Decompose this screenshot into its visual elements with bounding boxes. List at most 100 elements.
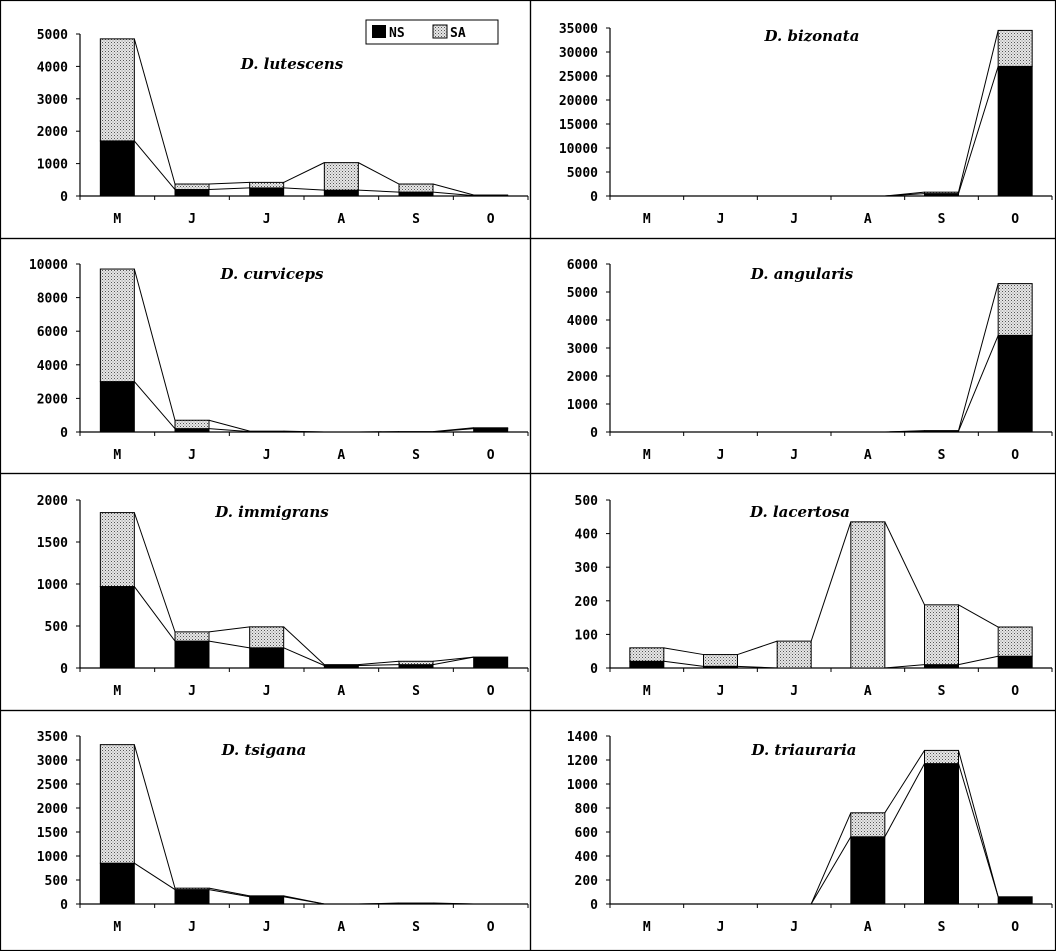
y-tick-label: 2000 xyxy=(567,370,598,385)
y-tick-label: 400 xyxy=(575,528,599,543)
y-tick-label: 500 xyxy=(45,874,69,889)
chart-panel: D. immigrans 0 500 1000 1500 2000 M J J A S O xyxy=(37,494,529,699)
bar-sa xyxy=(924,191,959,195)
y-tick-label: 15000 xyxy=(559,118,598,133)
y-tick-label: 4000 xyxy=(567,314,598,329)
bar-sa xyxy=(776,640,812,669)
y-tick-label: 35000 xyxy=(559,22,598,37)
x-tick-label: M xyxy=(113,684,121,699)
series-line-total xyxy=(663,750,999,905)
y-tick-label: 1500 xyxy=(37,826,68,841)
bar-ns xyxy=(249,896,285,905)
x-tick-label: O xyxy=(1011,684,1019,699)
x-tick-label: M xyxy=(113,920,121,935)
y-tick-label: 400 xyxy=(575,850,599,865)
chart-title: D. lutescens xyxy=(240,55,344,73)
x-tick-label: M xyxy=(113,212,121,227)
bar-sa xyxy=(174,183,210,191)
y-tick-label: 200 xyxy=(575,595,599,610)
chart-title: D. triauraria xyxy=(750,741,856,759)
y-tick-label: 0 xyxy=(60,190,68,205)
y-tick-label: 100 xyxy=(575,628,599,643)
legend-label-ns: NS xyxy=(389,26,405,41)
y-tick-label: 30000 xyxy=(559,46,598,61)
bar-sa xyxy=(249,626,285,649)
x-tick-label: O xyxy=(1011,920,1019,935)
bar-sa xyxy=(174,887,210,891)
bar-ns xyxy=(473,656,509,669)
x-tick-label: J xyxy=(188,448,196,463)
x-tick-label: S xyxy=(412,448,420,463)
x-tick-label: J xyxy=(717,684,725,699)
y-tick-label: 300 xyxy=(575,561,599,576)
series-line-total xyxy=(133,38,474,196)
x-tick-label: A xyxy=(864,920,872,935)
x-tick-label: M xyxy=(643,684,651,699)
series-line-total xyxy=(663,283,999,433)
bar-ns xyxy=(174,640,210,669)
chart-panel: D. curviceps 0 2000 4000 6000 8000 10000 M J J A S O xyxy=(29,258,529,463)
x-tick-label: A xyxy=(337,212,345,227)
bar-sa xyxy=(997,283,1033,336)
bar-ns xyxy=(997,334,1033,433)
bar-ns xyxy=(398,664,434,669)
bar-ns xyxy=(997,65,1033,197)
bar-sa xyxy=(323,664,359,666)
y-tick-label: 2000 xyxy=(37,494,68,509)
bar-sa xyxy=(473,194,509,197)
y-tick-label: 2000 xyxy=(37,392,68,407)
bar-sa xyxy=(997,29,1033,67)
y-tick-label: 1200 xyxy=(567,754,598,769)
x-tick-label: A xyxy=(337,684,345,699)
y-tick-label: 25000 xyxy=(559,70,598,85)
series-line-total xyxy=(133,744,474,905)
bar-sa xyxy=(703,654,738,667)
bar-sa xyxy=(249,430,285,433)
bar-ns xyxy=(924,664,959,669)
bar-ns xyxy=(924,763,959,905)
legend-box xyxy=(365,19,499,45)
series-line-total xyxy=(133,268,474,433)
x-tick-label: M xyxy=(643,448,651,463)
x-tick-label: O xyxy=(487,212,495,227)
y-tick-label: 3000 xyxy=(37,93,68,108)
series-line-ns xyxy=(663,335,999,433)
y-tick-label: 600 xyxy=(575,826,599,841)
y-tick-label: 200 xyxy=(575,874,599,889)
y-tick-label: 10000 xyxy=(29,258,68,273)
y-tick-label: 4000 xyxy=(37,60,68,75)
bar-sa xyxy=(99,744,135,864)
y-tick-label: 1000 xyxy=(37,158,68,173)
x-tick-label: S xyxy=(938,212,946,227)
y-tick-label: 500 xyxy=(575,494,599,509)
y-tick-label: 3000 xyxy=(37,754,68,769)
bar-sa xyxy=(398,183,434,193)
x-tick-label: A xyxy=(337,920,345,935)
y-tick-label: 1000 xyxy=(567,778,598,793)
bar-ns xyxy=(473,428,509,433)
x-tick-label: J xyxy=(188,684,196,699)
x-tick-label: O xyxy=(487,448,495,463)
y-tick-label: 6000 xyxy=(37,325,68,340)
bar-sa xyxy=(850,812,886,838)
y-tick-label: 6000 xyxy=(567,258,598,273)
bar-ns xyxy=(249,187,285,197)
bar-ns xyxy=(99,862,135,905)
chart-panel: D. angularis 0 1000 2000 3000 4000 5000 6000 M J J… xyxy=(567,258,1053,463)
y-tick-label: 5000 xyxy=(567,166,598,181)
bar-ns xyxy=(99,586,135,669)
bar-sa xyxy=(249,895,285,898)
legend-label-sa: SA xyxy=(450,26,466,41)
x-tick-label: O xyxy=(487,920,495,935)
chart-title: D. angularis xyxy=(750,265,854,283)
y-tick-label: 0 xyxy=(590,898,598,913)
bar-sa xyxy=(924,749,959,765)
y-tick-label: 3500 xyxy=(37,730,68,745)
bar-ns xyxy=(99,140,135,197)
x-tick-label: M xyxy=(643,920,651,935)
chart-panel: D. tsigana 0 500 1000 1500 2000 2500 3000 3500 M J… xyxy=(37,730,529,935)
bar-sa xyxy=(924,604,959,666)
series-line-ns xyxy=(663,66,999,197)
